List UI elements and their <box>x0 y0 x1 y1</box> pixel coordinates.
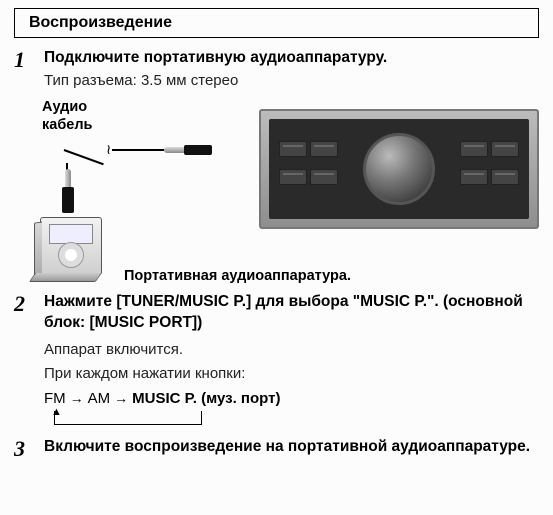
panel-button <box>460 141 488 157</box>
audio-cable-label: Аудио кабель <box>42 99 92 134</box>
step-2-number: 2 <box>14 292 44 428</box>
cable-break-icon: ≀ <box>106 141 111 158</box>
cycle-mode-am: AM <box>88 389 111 409</box>
step-2-body: Нажмите [TUNER/MUSIC P.] для выбора "MUS… <box>44 292 539 428</box>
button-row-bottom-left <box>279 169 338 185</box>
cycle-loop-line <box>54 411 202 425</box>
panel-button <box>279 141 307 157</box>
arrow-right-icon: → <box>70 389 84 408</box>
volume-knob <box>363 133 435 205</box>
step-1-instruction: Подключите портативную аудиоаппаратуру. <box>44 48 539 69</box>
step-2: 2 Нажмите [TUNER/MUSIC P.] для выбора "M… <box>14 292 539 428</box>
player-screen <box>49 224 93 244</box>
cable-segment <box>64 149 104 165</box>
button-row-top-left <box>279 141 338 157</box>
step-3-number: 3 <box>14 437 44 461</box>
jack-plug-vertical <box>62 169 74 219</box>
step-3-instruction: Включите воспроизведение на портативной … <box>44 437 539 458</box>
main-unit-panel <box>259 109 539 229</box>
section-title: Воспроизведение <box>14 8 539 38</box>
mode-cycle-diagram: FM → AM → MUSIC P. (муз. порт) ▲ <box>44 389 539 429</box>
step-2-line2: При каждом нажатии кнопки: <box>44 364 539 384</box>
panel-button <box>310 169 338 185</box>
panel-button <box>279 169 307 185</box>
arrow-right-icon: → <box>114 389 128 408</box>
step-1-subtext: Тип разъема: 3.5 мм стерео <box>44 71 539 91</box>
step-3-body: Включите воспроизведение на портативной … <box>44 437 539 461</box>
panel-button <box>491 169 519 185</box>
panel-button <box>460 169 488 185</box>
jack-plug-horizontal <box>164 145 212 155</box>
step-2-line1: Аппарат включится. <box>44 340 539 360</box>
portable-player <box>40 217 102 275</box>
main-unit-face <box>269 119 529 219</box>
step-1: 1 Подключите портативную аудиоаппаратуру… <box>14 48 539 91</box>
portable-device-label: Портативная аудиоаппаратура. <box>124 268 351 284</box>
step-2-instruction: Нажмите [TUNER/MUSIC P.] для выбора "MUS… <box>44 292 539 334</box>
button-row-bottom-right <box>460 169 519 185</box>
cycle-mode-musicport: MUSIC P. (муз. порт) <box>132 389 280 409</box>
step-1-number: 1 <box>14 48 44 91</box>
panel-button <box>310 141 338 157</box>
connection-diagram: Аудио кабель ≀ <box>14 99 539 284</box>
step-1-body: Подключите портативную аудиоаппаратуру. … <box>44 48 539 91</box>
arrow-up-icon: ▲ <box>51 405 62 420</box>
cable-segment <box>112 149 166 151</box>
button-row-top-right <box>460 141 519 157</box>
panel-button <box>491 141 519 157</box>
step-3: 3 Включите воспроизведение на портативно… <box>14 437 539 461</box>
player-wheel <box>58 242 84 268</box>
